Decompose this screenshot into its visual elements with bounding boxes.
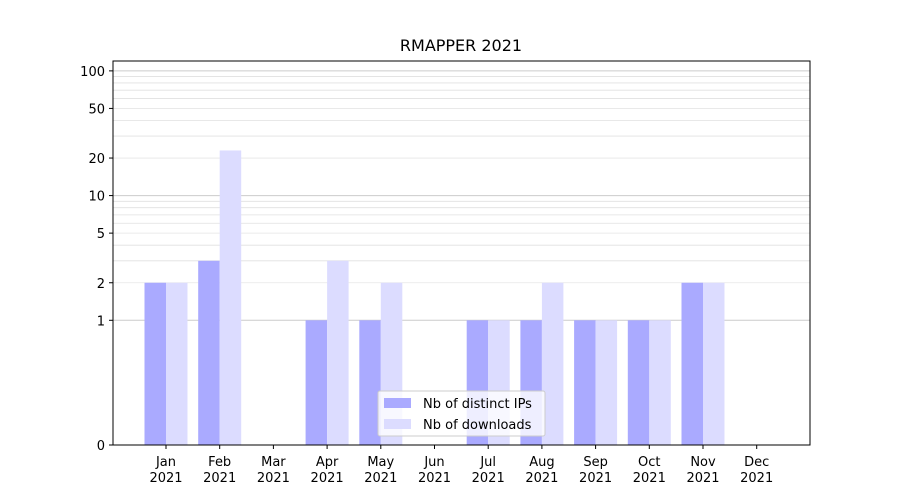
- y-tick-label: 10: [88, 190, 105, 205]
- legend-box: [377, 390, 546, 437]
- x-tick-label: Dec 2021: [740, 455, 773, 486]
- bar: [703, 282, 725, 445]
- plot-frame: [112, 60, 811, 446]
- x-tick-label: Oct 2021: [633, 455, 666, 486]
- legend-label: Nb of distinct IPs: [423, 397, 532, 412]
- legend-label: Nb of downloads: [423, 418, 532, 433]
- x-tick-label: Aug 2021: [525, 455, 558, 486]
- x-tick-label: Jul 2021: [472, 455, 505, 486]
- bar: [327, 260, 349, 445]
- bar: [627, 320, 650, 445]
- x-tick-label: Sep 2021: [579, 455, 612, 486]
- x-tick-label: Nov 2021: [686, 455, 719, 486]
- x-tick-label: Mar 2021: [257, 455, 290, 486]
- bar: [541, 282, 564, 445]
- bar: [198, 260, 220, 445]
- legend-swatch: [384, 398, 411, 408]
- bar: [219, 150, 242, 445]
- y-tick-label: 0: [97, 439, 105, 454]
- legend-swatch: [384, 419, 411, 429]
- bar: [359, 320, 381, 445]
- x-tick-label: May 2021: [364, 455, 397, 486]
- y-tick-label: 20: [88, 152, 105, 167]
- x-tick-label: Feb 2021: [203, 455, 236, 486]
- y-tick-label: 2: [97, 277, 105, 292]
- legend: Nb of distinct IPs Nb of downloads: [377, 390, 546, 437]
- x-tick-label: Jan 2021: [149, 455, 182, 486]
- x-tick-label: Jun 2021: [418, 455, 451, 486]
- y-tick-label: 5: [97, 227, 105, 242]
- y-tick-label: 1: [97, 314, 105, 329]
- y-tick-label: 100: [80, 65, 105, 80]
- y-tick-label: 50: [88, 102, 105, 117]
- bar: [144, 282, 166, 445]
- x-tick-label: Apr 2021: [311, 455, 344, 486]
- chart-title: RMAPPER 2021: [400, 36, 522, 55]
- bar: [574, 320, 596, 445]
- bar: [649, 320, 671, 445]
- bar: [166, 282, 188, 445]
- bar: [305, 320, 328, 445]
- bar: [681, 282, 703, 445]
- bar: [595, 320, 618, 445]
